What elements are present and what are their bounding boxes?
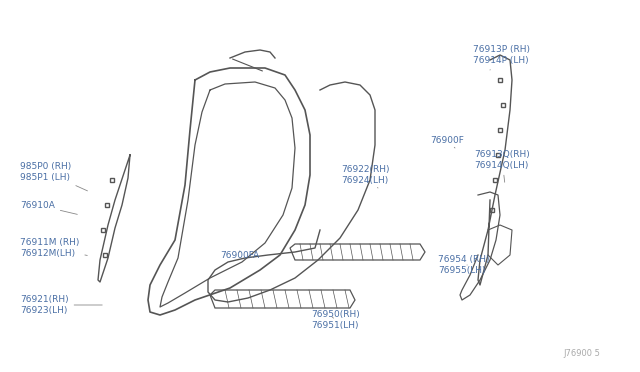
Text: 76913Q(RH)
76914Q(LH): 76913Q(RH) 76914Q(LH)	[474, 150, 530, 182]
Text: 76922(RH)
76924(LH): 76922(RH) 76924(LH)	[342, 165, 390, 188]
Text: J76900 5: J76900 5	[563, 349, 600, 358]
Text: 76913P (RH)
76914P (LH): 76913P (RH) 76914P (LH)	[473, 45, 530, 70]
Text: 985P0 (RH)
985P1 (LH): 985P0 (RH) 985P1 (LH)	[20, 162, 88, 191]
Text: 76950(RH)
76951(LH): 76950(RH) 76951(LH)	[311, 310, 360, 330]
Text: 76911M (RH)
76912M(LH): 76911M (RH) 76912M(LH)	[20, 238, 87, 258]
Text: 76921(RH)
76923(LH): 76921(RH) 76923(LH)	[20, 295, 102, 315]
Text: 76900F: 76900F	[430, 135, 464, 148]
Text: 76910A: 76910A	[20, 201, 77, 214]
Text: 76900FA: 76900FA	[220, 250, 259, 260]
Text: 76954 (RH)
76955(LH): 76954 (RH) 76955(LH)	[438, 255, 490, 275]
